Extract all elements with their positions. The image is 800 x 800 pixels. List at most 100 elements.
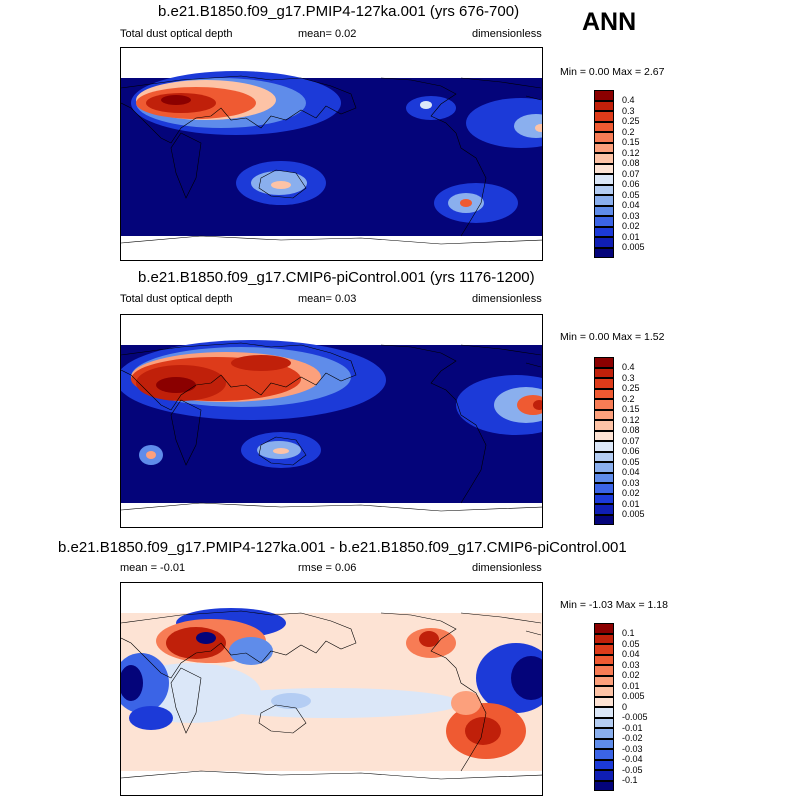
cb2-swatch-2 [594, 378, 614, 389]
panel-2-minmax: Min = 0.00 Max = 1.52 [560, 331, 665, 343]
cb1-swatch-11 [594, 205, 614, 216]
cb3-swatch-5 [594, 675, 614, 686]
panel-2-variable-label: Total dust optical depth [120, 293, 233, 305]
cb2-tick-label: 0.06 [622, 446, 640, 456]
panel-2-mean-label: mean= 0.03 [298, 293, 357, 305]
panel-2-map-canvas [121, 340, 542, 512]
panel-1-variable-label: Total dust optical depth [120, 28, 233, 40]
cb2-tick-label: 0.03 [622, 477, 640, 488]
cb3-swatch-10 [594, 728, 614, 739]
cb2-swatch-10 [594, 462, 614, 473]
cb1-tick-label: 0.15 [622, 137, 640, 147]
cb2-swatch-5 [594, 409, 614, 420]
cb1-swatch-15 [594, 247, 614, 258]
cb3-tick-label: 0.005 [622, 691, 645, 701]
cb2-tick-label: 0.15 [622, 404, 640, 414]
cb3-tick-label: 0.1 [622, 628, 635, 638]
panel-1-minmax: Min = 0.00 Max = 2.67 [560, 66, 665, 78]
cb3-swatch-9 [594, 717, 614, 728]
cb3-tick-label: 0.04 [622, 649, 640, 659]
panel-2-map [120, 314, 543, 528]
cb3-tick-label: -0.05 [622, 764, 643, 775]
cb3-tick-label: -0.03 [622, 743, 643, 754]
cb1-swatch-3 [594, 121, 614, 132]
cb1-tick-label: 0.03 [622, 210, 640, 221]
panel-1-map [120, 47, 543, 261]
cb2-tick-label: 0.2 [622, 393, 635, 404]
cb2-tick-label: 0.25 [622, 383, 640, 393]
panel-1-colorbar: 0.4 0.3 0.25 0.2 0.15 0.12 0.08 0.07 0.0… [594, 90, 645, 258]
cb2-swatch-7 [594, 430, 614, 441]
cb2-swatch-8 [594, 441, 614, 452]
season-label: ANN [582, 8, 637, 36]
cb1-swatch-12 [594, 216, 614, 227]
cb2-tick-label: 0.005 [622, 509, 645, 519]
cb1-tick-label: 0.25 [622, 116, 640, 126]
cb3-tick-label: -0.005 [622, 712, 648, 722]
cb1-swatch-13 [594, 226, 614, 237]
cb2-swatch-6 [594, 420, 614, 431]
cb3-tick-label: 0.01 [622, 680, 640, 691]
cb1-swatch-6 [594, 153, 614, 164]
cb2-swatch-11 [594, 472, 614, 483]
cb1-swatch-9 [594, 184, 614, 195]
cb1-tick-label: 0.02 [622, 221, 640, 231]
panel-1-mean-label: mean= 0.02 [298, 28, 357, 40]
cb3-tick-label: -0.1 [622, 775, 638, 785]
cb1-tick-label: 0.01 [622, 231, 640, 242]
cb2-swatch-12 [594, 483, 614, 494]
panel-1-units-label: dimensionless [472, 28, 542, 40]
cb1-tick-label: 0.2 [622, 126, 635, 137]
cb3-tick-label: -0.01 [622, 722, 643, 733]
panel-2-colorbar: 0.4 0.3 0.25 0.2 0.15 0.12 0.08 0.07 0.0… [594, 357, 645, 525]
cb1-swatch-7 [594, 163, 614, 174]
cb3-swatch-4 [594, 665, 614, 676]
cb3-swatch-2 [594, 644, 614, 655]
cb1-swatch-10 [594, 195, 614, 206]
cb1-tick-label: 0.3 [622, 105, 635, 116]
cb2-swatch-9 [594, 451, 614, 462]
panel-3-title: b.e21.B1850.f09_g17.PMIP4-127ka.001 - b.… [58, 539, 627, 556]
cb3-swatch-14 [594, 770, 614, 781]
cb1-swatch-4 [594, 132, 614, 143]
panel-1-title: b.e21.B1850.f09_g17.PMIP4-127ka.001 (yrs… [158, 3, 520, 20]
cb2-swatch-13 [594, 493, 614, 504]
panel-3-mean-label: mean = -0.01 [120, 562, 186, 574]
cb1-tick-label: 0.12 [622, 147, 640, 158]
cb2-swatch-4 [594, 399, 614, 410]
panel-2-title: b.e21.B1850.f09_g17.CMIP6-piControl.001 … [138, 269, 535, 286]
cb2-swatch-14 [594, 504, 614, 515]
cb1-tick-label: 0.04 [622, 200, 640, 210]
cb2-tick-label: 0.01 [622, 498, 640, 509]
cb3-swatch-8 [594, 707, 614, 718]
cb1-tick-label: 0.4 [622, 95, 635, 105]
cb3-swatch-3 [594, 654, 614, 665]
cb3-tick-label: 0.05 [622, 638, 640, 649]
cb3-swatch-12 [594, 749, 614, 760]
cb3-swatch-1 [594, 633, 614, 644]
cb3-swatch-11 [594, 738, 614, 749]
cb1-tick-label: 0.07 [622, 168, 640, 179]
cb1-tick-label: 0.08 [622, 158, 640, 168]
cb1-tick-label: 0.06 [622, 179, 640, 189]
panel-3-rmse-label: rmse = 0.06 [298, 562, 357, 574]
panel-3-map-canvas [121, 608, 542, 780]
cb2-tick-label: 0.12 [622, 414, 640, 425]
cb1-tick-label: 0.005 [622, 242, 645, 252]
cb3-swatch-0 [594, 623, 614, 634]
cb1-swatch-0 [594, 90, 614, 101]
panel-3-map [120, 582, 543, 796]
cb1-swatch-8 [594, 174, 614, 185]
cb2-swatch-1 [594, 367, 614, 378]
cb2-tick-label: 0.02 [622, 488, 640, 498]
cb2-tick-label: 0.05 [622, 456, 640, 467]
panel-3-units-label: dimensionless [472, 562, 542, 574]
cb2-swatch-15 [594, 514, 614, 525]
cb3-swatch-13 [594, 759, 614, 770]
cb2-tick-label: 0.08 [622, 425, 640, 435]
cb3-swatch-15 [594, 780, 614, 791]
cb2-swatch-0 [594, 357, 614, 368]
cb3-tick-label: -0.02 [622, 733, 643, 743]
cb2-tick-label: 0.07 [622, 435, 640, 446]
cb3-swatch-7 [594, 696, 614, 707]
